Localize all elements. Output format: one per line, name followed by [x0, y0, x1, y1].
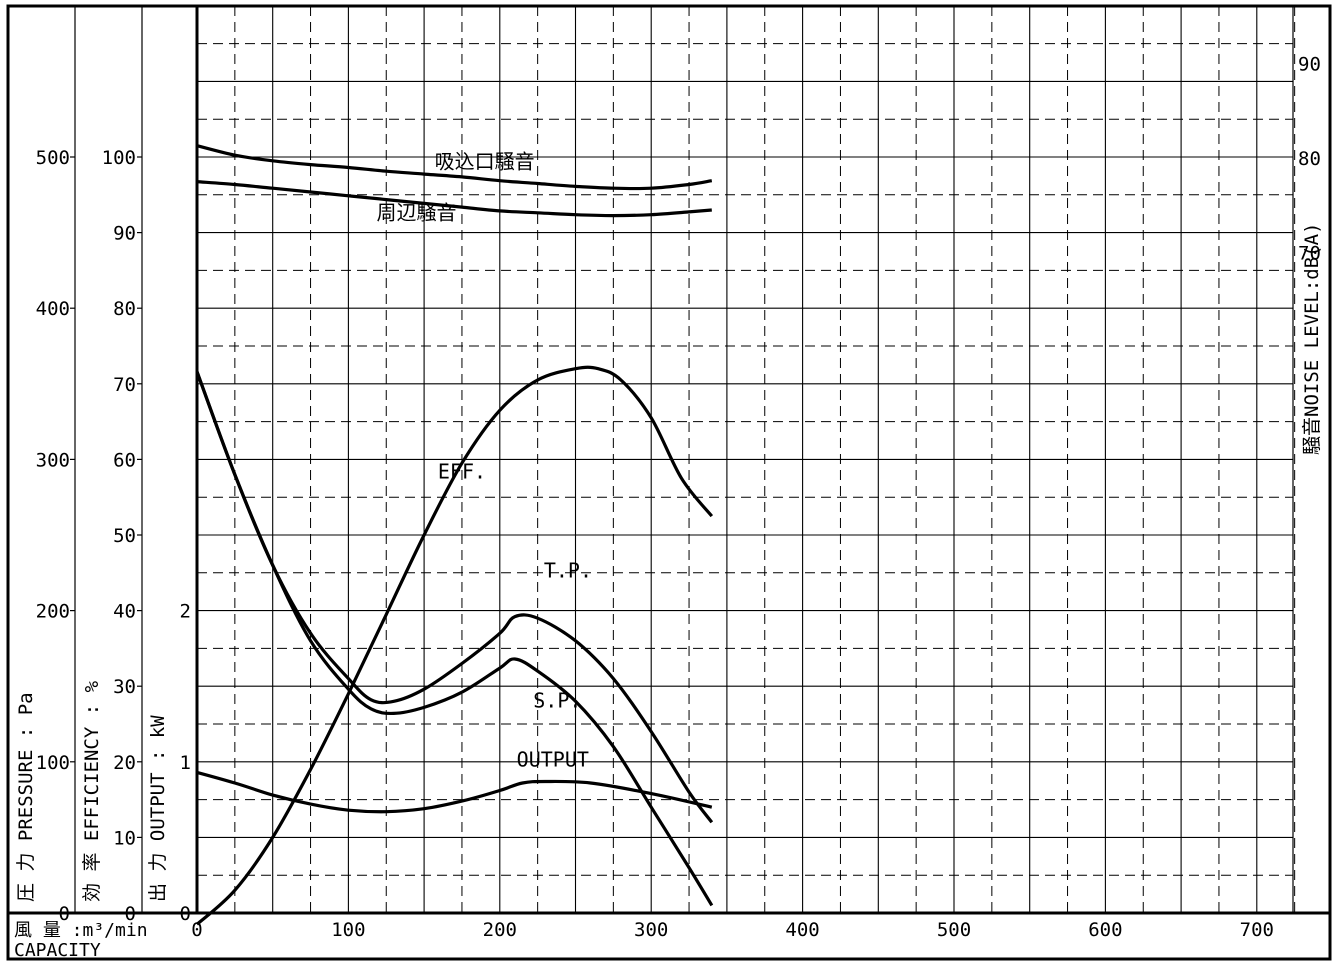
x-tick-label: 600 — [1088, 919, 1122, 941]
efficiency-tick-label: 40 — [113, 601, 136, 623]
efficiency-tick-label: 60 — [113, 449, 136, 471]
efficiency-tick-label: 90 — [113, 223, 136, 245]
efficiency-tick-label: 30 — [113, 676, 136, 698]
x-tick-label: 0 — [191, 919, 202, 941]
series-line-sp — [195, 371, 714, 907]
noise-axis-label: 騒音NOISE LEVEL:dB(A) — [1301, 223, 1323, 455]
x-tick-label: 300 — [634, 919, 668, 941]
pressure-tick-label: 0 — [59, 903, 70, 925]
x-tick-label: 700 — [1240, 919, 1274, 941]
output-axis-label: 出 力 OUTPUT : kW — [147, 715, 169, 902]
curve-annotation: 周辺騒音 — [377, 200, 457, 224]
series-lines — [195, 144, 714, 926]
curve-annotation: 吸込口騒音 — [435, 149, 535, 173]
x-tick-label: 500 — [937, 919, 971, 941]
efficiency-tick-label: 50 — [113, 525, 136, 547]
efficiency-tick-label: 10 — [113, 827, 136, 849]
curve-annotation: EFF. — [438, 459, 486, 483]
pressure-tick-label: 500 — [36, 147, 70, 169]
curve-annotation: S.P. — [533, 688, 581, 712]
noise-tick-label: 80 — [1298, 148, 1321, 170]
series-line-output — [196, 770, 713, 814]
series-line- — [196, 180, 712, 218]
pressure-tick-label: 300 — [36, 449, 70, 471]
pressure-tick-label: 400 — [36, 298, 70, 320]
output-tick-label: 2 — [180, 601, 191, 623]
grid — [197, 6, 1296, 913]
x-tick-label: 400 — [785, 919, 819, 941]
x-tick-label: 200 — [483, 919, 517, 941]
curve-annotation: OUTPUT — [517, 747, 589, 771]
capacity-label-en: CAPACITY — [14, 940, 101, 961]
x-tick-label: 100 — [331, 919, 365, 941]
efficiency-tick-label: 20 — [113, 752, 136, 774]
curve-annotation: T.P. — [544, 558, 592, 582]
efficiency-tick-label: 70 — [113, 374, 136, 396]
noise-tick-label: 70 — [1298, 243, 1321, 265]
output-tick-label: 0 — [180, 903, 191, 925]
efficiency-axis-label: 効 率 EFFICIENCY : % — [81, 680, 103, 902]
efficiency-tick-label: 100 — [102, 147, 136, 169]
efficiency-tick-label: 0 — [125, 903, 136, 925]
series-line- — [196, 144, 713, 191]
series-line-tp — [195, 371, 714, 824]
axis-labels: 圧 力 PRESSURE : Pa 効 率 EFFICIENCY : % 出 力… — [14, 223, 1323, 961]
pressure-tick-label: 100 — [36, 752, 70, 774]
efficiency-tick-label: 80 — [113, 298, 136, 320]
axis-ticks: 0 100 200 300 400 500 600 700010020030040050001… — [36, 54, 1321, 942]
pressure-tick-label: 200 — [36, 601, 70, 623]
capacity-label-jp: 風 量 :m³/min — [14, 920, 148, 941]
noise-tick-label: 90 — [1298, 54, 1321, 76]
series-line-eff — [195, 365, 714, 926]
output-tick-label: 1 — [180, 752, 191, 774]
pressure-axis-label: 圧 力 PRESSURE : Pa — [15, 692, 37, 902]
